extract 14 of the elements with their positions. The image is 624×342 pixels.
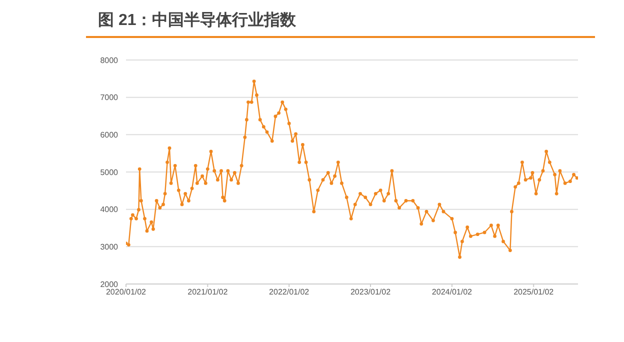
x-tick-label: 2022/01/02 bbox=[269, 288, 310, 297]
x-tick-label: 2021/01/02 bbox=[188, 288, 228, 297]
y-tick-label: 5000 bbox=[100, 168, 119, 177]
x-tick-label: 2020/01/02 bbox=[106, 288, 147, 297]
chart-title: 图 21：中国半导体行业指数 bbox=[98, 10, 296, 31]
x-tick-label: 2023/01/02 bbox=[350, 288, 392, 297]
y-tick-label: 2000 bbox=[100, 280, 119, 289]
x-tick-label: 2025/01/02 bbox=[514, 288, 554, 297]
y-tick-label: 7000 bbox=[100, 93, 119, 102]
y-tick-label: 4000 bbox=[100, 205, 119, 214]
y-tick-label: 8000 bbox=[100, 56, 119, 65]
y-tick-label: 3000 bbox=[100, 242, 119, 252]
y-tick-label: 6000 bbox=[100, 130, 119, 140]
x-tick-label: 2024/01/02 bbox=[432, 288, 473, 297]
